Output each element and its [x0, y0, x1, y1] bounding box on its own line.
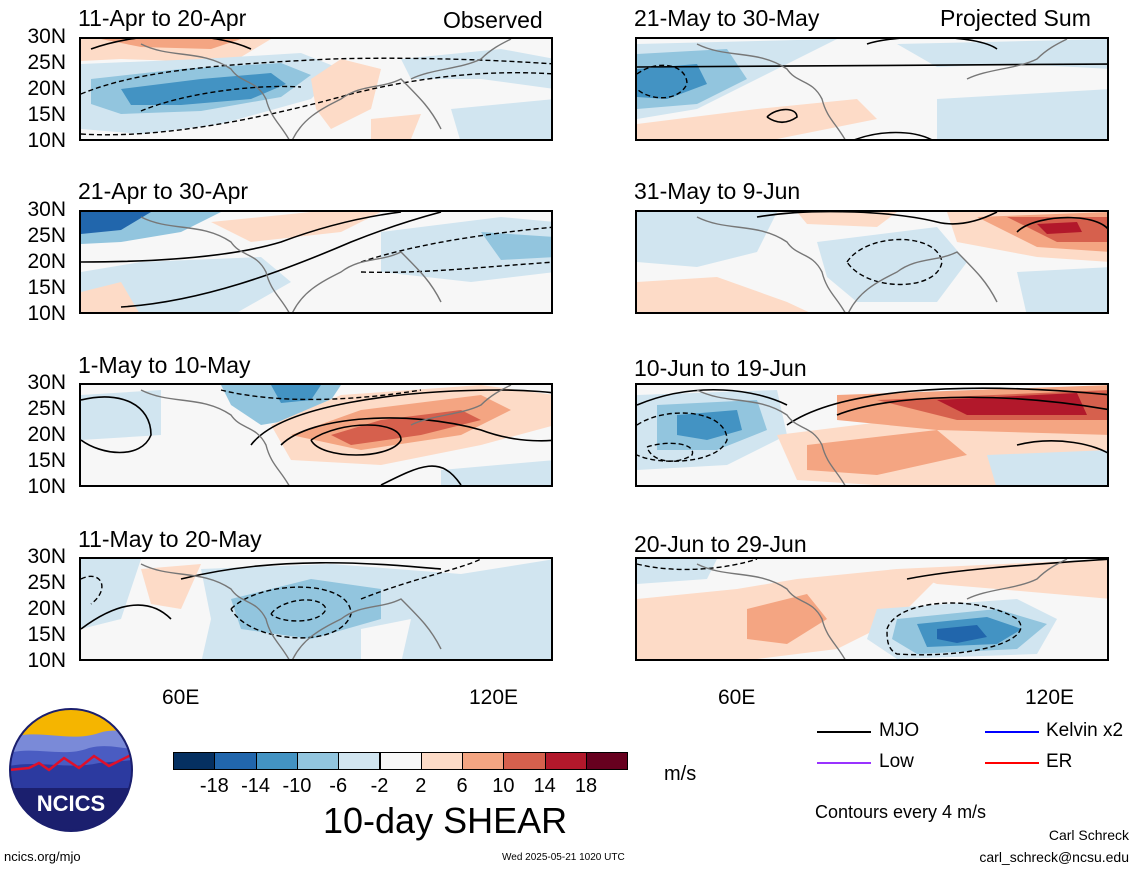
- colorbar-unit: m/s: [664, 763, 697, 785]
- panel-title: 11-Apr to 20-Apr: [78, 5, 247, 31]
- colorbar-label: 10: [492, 775, 515, 797]
- map-panel-1: [79, 37, 553, 141]
- legend-line-kelvin: [985, 731, 1039, 733]
- colorbar-swatch: [214, 752, 257, 770]
- map-panel-5: [635, 37, 1109, 141]
- map-panel-3: [79, 383, 553, 487]
- colorbar-swatch: [173, 752, 216, 770]
- footer-timestamp: Wed 2025-05-21 1020 UTC: [502, 852, 625, 863]
- panel-tag-projected: Projected Sum: [940, 5, 1091, 31]
- logo-text: NCICS: [37, 791, 105, 816]
- footer-link[interactable]: ncics.org/mjo: [4, 849, 81, 864]
- colorbar-swatch: [379, 752, 422, 770]
- colorbar-label: -10: [282, 775, 312, 797]
- lon-label-60e: 60E: [718, 686, 756, 709]
- colorbar-swatch: [544, 752, 587, 770]
- legend-line-er: [985, 762, 1039, 764]
- colorbar-title: 10-day SHEAR: [323, 800, 568, 841]
- lat-label: 15N: [27, 449, 66, 472]
- map-panel-4: [79, 557, 553, 661]
- lat-label: 10N: [27, 129, 66, 152]
- legend-line-low: [817, 762, 871, 764]
- ncics-logo: NCICS: [9, 708, 133, 832]
- lat-label: 30N: [27, 545, 66, 568]
- legend-label-er: ER: [1046, 751, 1073, 772]
- lat-label: 15N: [27, 623, 66, 646]
- lat-label: 30N: [27, 198, 66, 221]
- lat-label: 20N: [27, 250, 66, 273]
- colorbar-label: -18: [199, 775, 229, 797]
- lon-label-120e: 120E: [1025, 686, 1075, 709]
- map-panel-6: [635, 210, 1109, 314]
- colorbar-label: -14: [241, 775, 271, 797]
- colorbar-swatch: [255, 752, 298, 770]
- colorbar-label: 14: [533, 775, 556, 797]
- lat-label: 20N: [27, 597, 66, 620]
- colorbar-swatch: [462, 752, 505, 770]
- panel-title: 21-May to 30-May: [634, 5, 820, 31]
- map-panel-2: [79, 210, 553, 314]
- colorbar-swatch: [296, 752, 340, 770]
- lat-label: 25N: [27, 397, 66, 420]
- lat-label: 30N: [27, 25, 66, 48]
- lat-label: 10N: [27, 302, 66, 325]
- lat-label: 20N: [27, 423, 66, 446]
- legend-label-mjo: MJO: [879, 720, 920, 741]
- lat-label: 25N: [27, 51, 66, 74]
- lat-label: 30N: [27, 371, 66, 394]
- panel-tag-observed: Observed: [443, 7, 543, 33]
- lat-label: 20N: [27, 77, 66, 100]
- panel-title: 31-May to 9-Jun: [634, 178, 801, 204]
- legend-label-kelvin: Kelvin x2: [1046, 720, 1124, 741]
- colorbar-swatch: [420, 752, 464, 770]
- lat-label: 10N: [27, 475, 66, 498]
- colorbar-swatch: [338, 752, 381, 770]
- map-panel-8: [635, 557, 1109, 661]
- colorbar-label: -6: [329, 775, 348, 797]
- lon-label-60e: 60E: [162, 686, 200, 709]
- colorbar-label: 18: [574, 775, 598, 797]
- panel-title: 21-Apr to 30-Apr: [78, 178, 249, 204]
- colorbar-label: 6: [456, 775, 468, 797]
- lat-label: 25N: [27, 571, 66, 594]
- panel-title: 20-Jun to 29-Jun: [634, 531, 807, 557]
- legend-label-low: Low: [879, 751, 914, 772]
- lat-label: 15N: [27, 276, 66, 299]
- lat-label: 25N: [27, 224, 66, 247]
- lat-label: 10N: [27, 649, 66, 672]
- panel-title: 1-May to 10-May: [78, 352, 251, 378]
- legend-note: Contours every 4 m/s: [815, 802, 987, 822]
- colorbar-label: 2: [415, 775, 427, 797]
- legend-line-mjo: [817, 731, 871, 733]
- colorbar-label: -2: [370, 775, 389, 797]
- lon-label-120e: 120E: [469, 686, 519, 709]
- panel-title: 10-Jun to 19-Jun: [634, 355, 807, 381]
- map-panel-7: [635, 383, 1109, 487]
- footer-author: Carl Schreck: [1048, 827, 1129, 843]
- lat-label: 15N: [27, 103, 66, 126]
- colorbar-swatch: [503, 752, 546, 770]
- panel-title: 11-May to 20-May: [78, 526, 262, 552]
- footer-email[interactable]: carl_schreck@ncsu.edu: [979, 849, 1129, 865]
- colorbar-swatch: [586, 752, 629, 770]
